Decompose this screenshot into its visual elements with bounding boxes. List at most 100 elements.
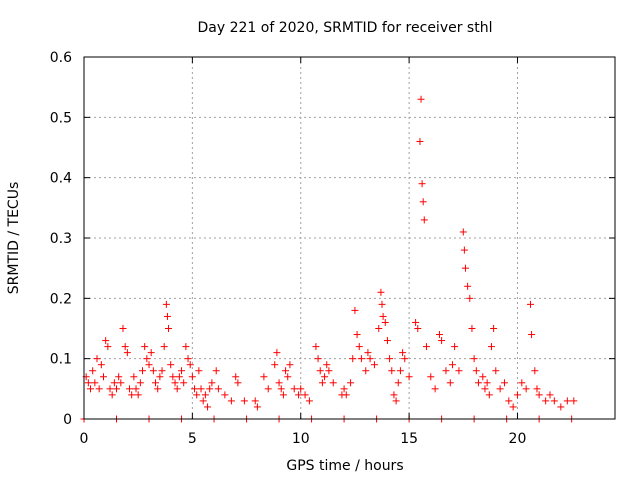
data-point [340,385,348,393]
data-point [312,343,320,351]
data-point [201,391,209,399]
data-point [139,367,147,375]
data-point [377,288,385,296]
data-point [206,385,214,393]
x-tick-label: 10 [292,431,310,447]
data-point [496,385,504,393]
data-point [570,397,578,405]
data-point [191,385,199,393]
data-point [115,373,123,381]
data-point [455,367,463,375]
data-point [513,391,521,399]
data-point [479,373,487,381]
data-point [347,379,355,387]
data-point [180,379,188,387]
data-point [156,373,164,381]
data-point [412,318,420,326]
data-point [438,337,446,345]
data-point [390,391,398,399]
data-point [234,379,242,387]
data-point [481,385,489,393]
data-point [232,373,240,381]
data-point [279,391,287,399]
data-point [273,349,281,357]
data-point [483,379,491,387]
data-point [169,373,177,381]
y-tick-label: 0.6 [50,50,72,66]
data-point [89,367,97,375]
data-point [490,325,498,332]
chart-title: Day 221 of 2020, SRMTID for receiver sth… [198,20,493,36]
data-point [405,373,413,381]
data-point [295,391,303,399]
data-point [500,379,508,387]
data-point [472,367,480,375]
data-point [193,391,201,399]
data-point [526,300,534,308]
y-tick-label: 0.1 [50,352,72,368]
data-point [95,385,103,393]
data-point [451,343,459,351]
data-point [487,343,495,351]
data-point [474,379,482,387]
data-point [208,379,216,387]
data-point [97,361,105,369]
data-point [422,343,430,351]
data-point [466,294,474,302]
data-point [419,198,427,206]
data-point [253,403,261,411]
data-point [182,343,190,351]
data-point [143,355,151,363]
data-point [91,379,99,387]
data-point [141,343,149,351]
data-point [147,349,155,357]
data-point [461,264,469,272]
data-point [533,385,541,393]
data-point [417,95,425,103]
data-point [435,331,443,339]
data-point [290,385,298,393]
data-point [399,349,407,357]
data-point [394,379,402,387]
data-point [505,397,513,405]
y-tick-label: 0.4 [50,171,72,187]
data-point [126,385,134,393]
data-point [460,246,468,254]
data-point [381,318,389,326]
data-point [546,391,554,399]
data-point [102,337,110,345]
data-point [128,391,136,399]
data-point [162,300,170,308]
data-point [355,343,363,351]
data-point [550,397,558,405]
data-point [165,325,173,332]
data-point [542,397,550,405]
points-layer [80,95,578,423]
data-point [357,355,365,363]
data-point [362,367,370,375]
data-point [282,367,290,375]
data-point [392,397,400,405]
data-point [528,331,536,339]
data-point [152,379,160,387]
data-point [284,373,292,381]
data-point [325,367,333,375]
data-point [158,367,166,375]
x-axis-label: GPS time / hours [286,458,403,474]
data-point [535,391,543,399]
data-point [184,355,192,363]
data-point [316,367,324,375]
data-point [204,403,212,411]
data-point [195,367,203,375]
data-point [212,367,220,375]
data-point [197,385,205,393]
data-point [167,361,175,369]
data-point [386,355,394,363]
data-point [87,385,95,393]
data-point [485,391,493,399]
data-point [329,379,337,387]
data-point [134,391,142,399]
data-point [459,228,467,236]
data-point [364,349,372,357]
